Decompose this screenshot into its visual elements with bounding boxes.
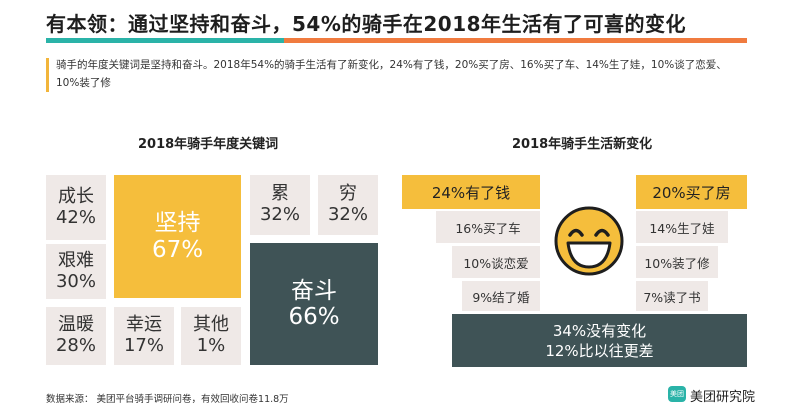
keyword-tile-persistence: 坚持 67%: [114, 175, 241, 298]
keyword-pct: 32%: [327, 204, 368, 225]
keyword-word: 奋斗: [291, 277, 337, 304]
keyword-tile-luck: 幸运 17%: [114, 307, 174, 365]
keyword-pct: 66%: [288, 304, 340, 330]
description-text: 骑手的年度关键词是坚持和奋斗。2018年54%的骑手生活有了新变化，24%有了钱…: [56, 59, 727, 89]
keyword-tile-hardship: 艰难 30%: [46, 244, 106, 299]
keyword-word: 幸运: [126, 314, 162, 336]
change-renovation: 10%装了修: [636, 246, 718, 278]
keyword-word: 穷: [339, 183, 357, 205]
keyword-tile-poor: 穷 32%: [318, 175, 378, 235]
keyword-pct: 32%: [259, 204, 300, 225]
change-study: 7%读了书: [636, 281, 708, 311]
keyword-word: 艰难: [58, 249, 94, 271]
keyword-word: 温暖: [58, 314, 94, 336]
keyword-word: 累: [271, 183, 289, 205]
changes-heading: 2018年骑手生活新变化: [512, 137, 653, 152]
keyword-tile-tired: 累 32%: [250, 175, 310, 235]
change-married: 9%结了婚: [462, 281, 540, 311]
worse-text: 12%比以往更差: [545, 341, 654, 360]
change-car: 16%买了车: [436, 211, 540, 243]
keyword-pct: 1%: [196, 335, 226, 356]
title-underline-orange: [284, 38, 747, 43]
keyword-pct: 17%: [123, 335, 164, 356]
brand-name: 美团研究院: [690, 390, 756, 405]
change-baby: 14%生了娃: [636, 211, 728, 243]
keyword-tile-growth: 成长 42%: [46, 175, 106, 240]
description-accent-bar: [46, 58, 49, 92]
change-dating: 10%谈恋爱: [452, 246, 540, 278]
change-money: 24%有了钱: [402, 175, 540, 209]
keywords-heading: 2018年骑手年度关键词: [138, 137, 279, 152]
change-house: 20%买了房: [636, 175, 747, 209]
source-note: 数据来源： 美团平台骑手调研问卷，有效回收问卷11.8万: [46, 394, 289, 405]
title-underline-teal: [46, 38, 284, 43]
keyword-tile-struggle: 奋斗 66%: [250, 243, 378, 365]
keyword-word: 成长: [58, 185, 94, 207]
keyword-pct: 42%: [55, 206, 96, 228]
keyword-pct: 30%: [55, 270, 96, 292]
no-change-box: 34%没有变化 12%比以往更差: [452, 314, 747, 367]
keyword-tile-other: 其他 1%: [181, 307, 241, 365]
meituan-logo: 美团: [668, 386, 686, 402]
keyword-pct: 28%: [55, 335, 96, 356]
keyword-word: 坚持: [154, 210, 201, 237]
laughing-face-icon: [553, 205, 625, 277]
keyword-pct: 67%: [151, 236, 204, 263]
keyword-tile-warmth: 温暖 28%: [46, 307, 106, 365]
page-title: 有本领：通过坚持和奋斗，54%的骑手在2018年生活有了可喜的变化: [46, 12, 687, 36]
no-change-text: 34%没有变化: [552, 321, 647, 340]
keyword-word: 其他: [193, 314, 229, 336]
